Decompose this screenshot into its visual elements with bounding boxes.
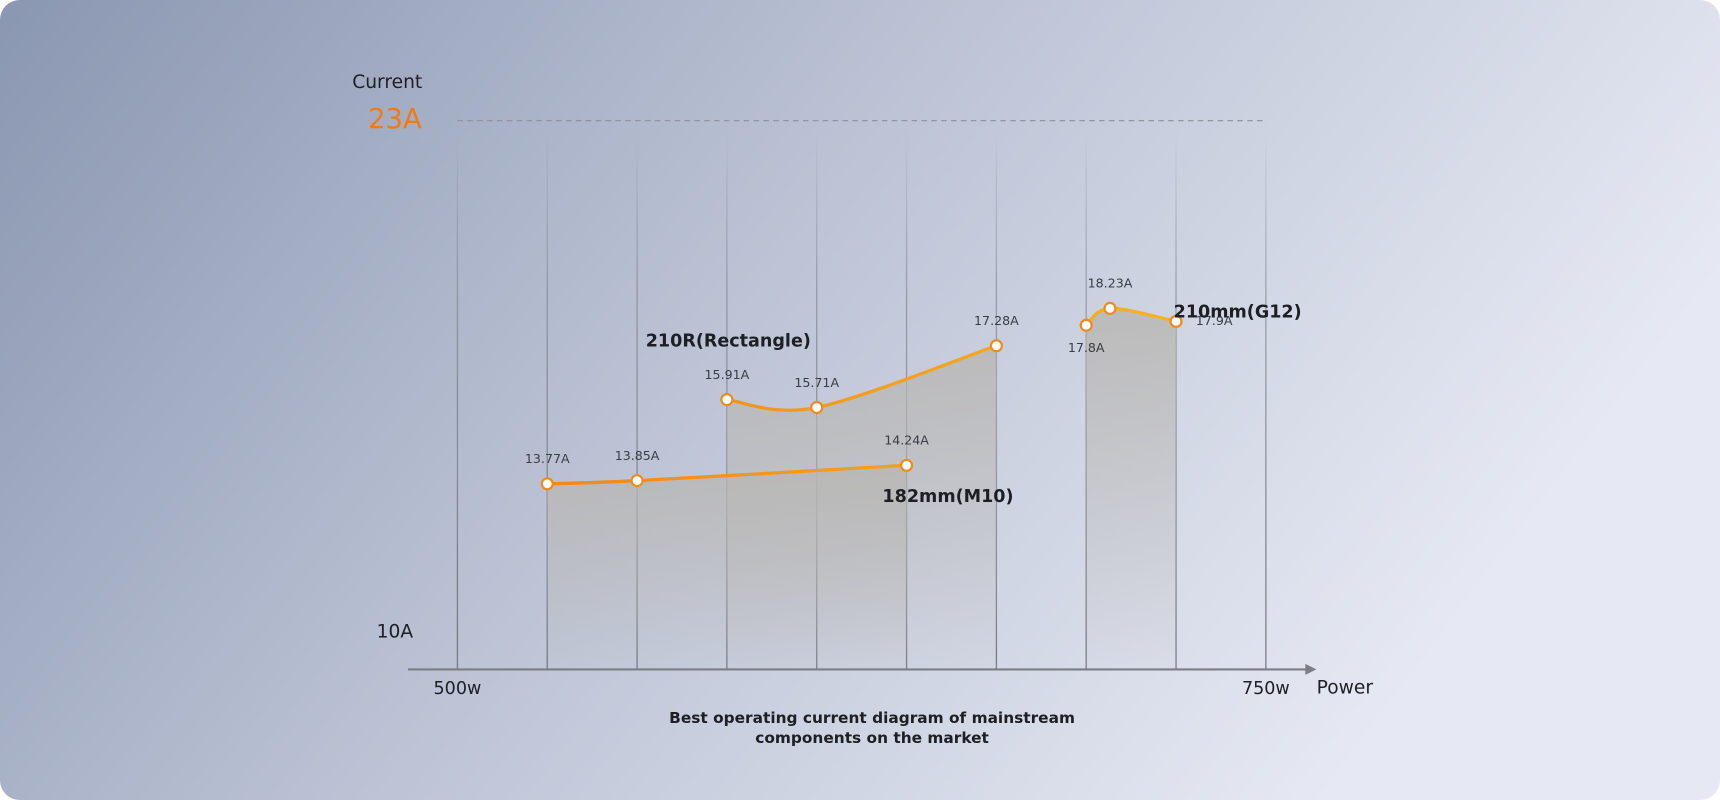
value-label: 17.28A xyxy=(974,313,1019,328)
x-tick-label: 500w xyxy=(434,679,482,699)
series-label: 182mm(M10) xyxy=(882,487,1013,507)
value-label: 14.24A xyxy=(884,433,929,448)
x-tick-label: 750w xyxy=(1242,679,1290,699)
point xyxy=(720,393,734,407)
y-tick-label: 23A xyxy=(368,104,422,135)
x-axis-title: Power xyxy=(1317,678,1374,699)
point xyxy=(540,477,554,491)
point xyxy=(1103,301,1117,315)
line xyxy=(725,344,999,412)
series-label: 210mm(G12) xyxy=(1174,303,1302,323)
point xyxy=(989,339,1003,353)
value-label: 13.77A xyxy=(525,451,570,466)
caption: Best operating current diagram of mainst… xyxy=(669,710,1075,748)
point xyxy=(1079,318,1093,332)
value-label: 13.85A xyxy=(615,448,660,463)
value-label: 17.9A xyxy=(1196,313,1233,328)
area xyxy=(1086,308,1177,670)
x-axis-arrow xyxy=(1305,663,1317,675)
point xyxy=(899,458,914,472)
value-label: 15.71A xyxy=(794,375,839,390)
point xyxy=(630,474,644,488)
point xyxy=(810,400,824,415)
y-axis-title: Current xyxy=(352,72,422,93)
value-label: 17.8A xyxy=(1068,340,1105,355)
area xyxy=(726,345,997,670)
line xyxy=(545,463,909,486)
y-tick-label: 10A xyxy=(377,622,414,643)
point xyxy=(1169,314,1183,328)
value-label: 15.91A xyxy=(705,367,750,382)
series-label: 210R(Rectangle) xyxy=(646,331,811,351)
caption-box: Best operating current diagram of mainst… xyxy=(669,710,1075,748)
value-label: 18.23A xyxy=(1088,276,1133,291)
